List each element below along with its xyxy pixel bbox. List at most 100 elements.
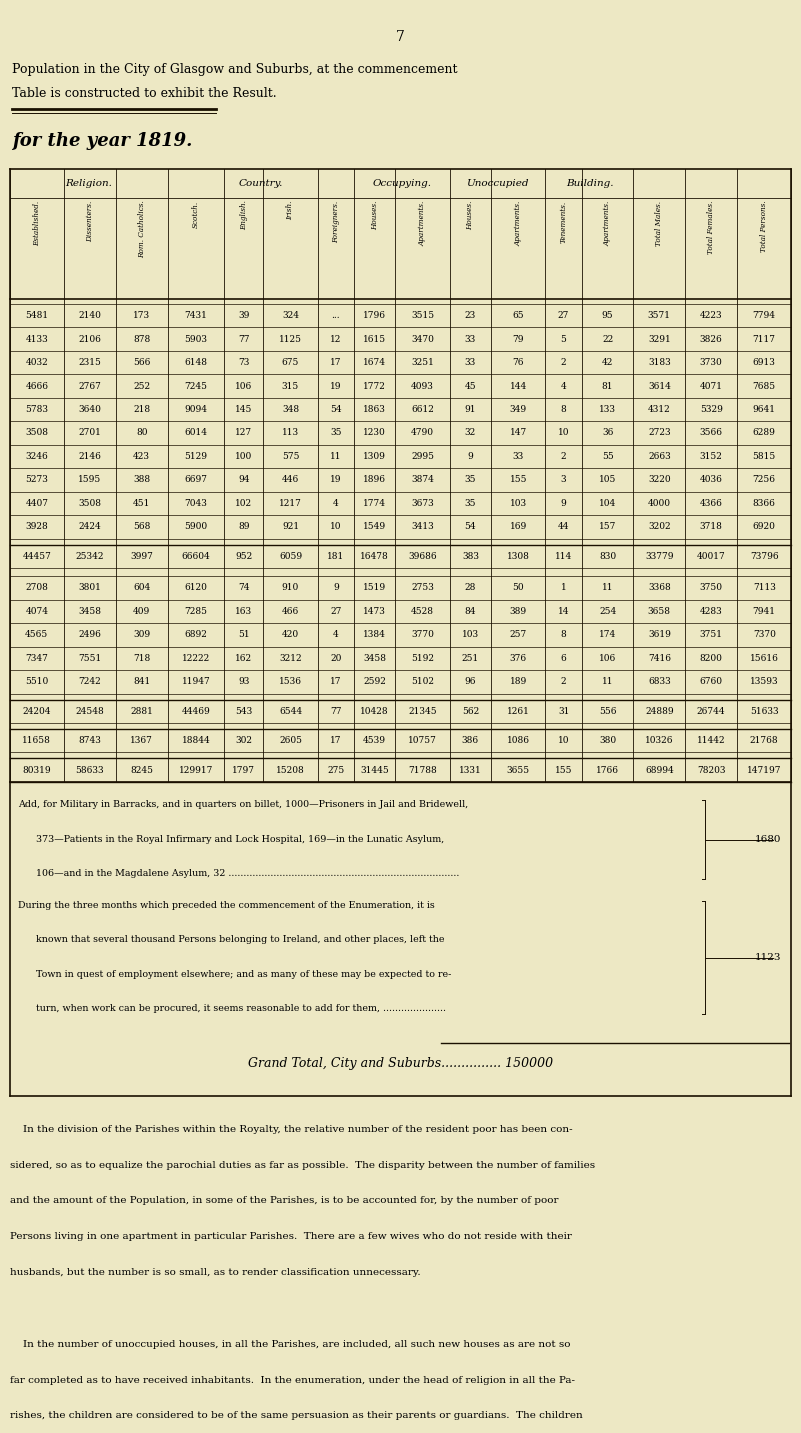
Text: 383: 383 [462,552,479,560]
Text: 6544: 6544 [279,706,302,716]
Text: turn, when work can be procured, it seems reasonable to add for them, ..........: turn, when work can be procured, it seem… [36,1005,446,1013]
Text: 8245: 8245 [130,765,153,774]
Text: 3566: 3566 [699,428,723,437]
Text: 11: 11 [602,678,614,686]
Text: 543: 543 [235,706,252,716]
Text: 113: 113 [282,428,299,437]
Text: 1086: 1086 [507,737,529,745]
Text: 921: 921 [282,523,299,532]
Text: 2605: 2605 [279,737,302,745]
Text: 5783: 5783 [26,406,48,414]
Text: 388: 388 [133,476,151,484]
Text: 3508: 3508 [78,499,102,507]
Text: 1896: 1896 [363,476,386,484]
Text: Occupying.: Occupying. [372,179,431,188]
Text: 1384: 1384 [363,631,386,639]
Text: 33: 33 [465,334,476,344]
Text: 103: 103 [509,499,527,507]
Text: 93: 93 [238,678,250,686]
Text: 3: 3 [561,476,566,484]
Text: 3658: 3658 [648,608,671,616]
Text: 39: 39 [238,311,250,320]
Text: 2663: 2663 [648,451,670,461]
Text: 147: 147 [509,428,527,437]
Text: 18844: 18844 [182,737,211,745]
Text: 3183: 3183 [648,358,670,367]
Text: 104: 104 [599,499,616,507]
Text: 84: 84 [465,608,476,616]
Text: Irish.: Irish. [287,201,295,221]
Text: 96: 96 [465,678,476,686]
Text: 409: 409 [133,608,151,616]
Text: 155: 155 [555,765,573,774]
Text: 4036: 4036 [700,476,723,484]
Text: 147197: 147197 [747,765,782,774]
Text: 32: 32 [465,428,476,437]
Text: 3751: 3751 [699,631,723,639]
Text: 3801: 3801 [78,583,101,592]
Text: 251: 251 [461,653,479,663]
Text: 2424: 2424 [78,523,101,532]
Text: Total Males.: Total Males. [655,201,663,245]
Text: 9094: 9094 [184,406,207,414]
Text: far completed as to have received inhabitants.  In the enumeration, under the he: far completed as to have received inhabi… [10,1376,574,1384]
Text: 144: 144 [509,381,527,391]
Text: 15208: 15208 [276,765,305,774]
Text: 74: 74 [238,583,250,592]
Text: 218: 218 [133,406,151,414]
Text: ...: ... [332,311,340,320]
Text: 386: 386 [462,737,479,745]
Text: 3246: 3246 [26,451,48,461]
Text: 50: 50 [513,583,524,592]
Text: 952: 952 [235,552,252,560]
Text: 54: 54 [330,406,341,414]
Text: 910: 910 [282,583,299,592]
Text: 2: 2 [561,451,566,461]
Text: 35: 35 [465,499,476,507]
Text: 174: 174 [599,631,616,639]
Text: 275: 275 [327,765,344,774]
Text: 35: 35 [330,428,341,437]
Text: 2723: 2723 [648,428,670,437]
Text: 91: 91 [465,406,476,414]
Text: 65: 65 [513,311,524,320]
Text: 3508: 3508 [26,428,48,437]
Text: 6: 6 [561,653,566,663]
Text: 5129: 5129 [184,451,207,461]
Text: 3458: 3458 [78,608,102,616]
Text: Foreigners.: Foreigners. [332,201,340,242]
Text: Tenements.: Tenements. [560,201,568,242]
Text: 5481: 5481 [25,311,48,320]
Text: 133: 133 [599,406,616,414]
Text: 2106: 2106 [78,334,101,344]
Text: 80: 80 [136,428,147,437]
Text: 5273: 5273 [26,476,48,484]
Text: 830: 830 [599,552,616,560]
Text: 26744: 26744 [697,706,726,716]
Text: 8: 8 [561,406,566,414]
Text: 841: 841 [133,678,151,686]
Text: 100: 100 [235,451,252,461]
Text: 3619: 3619 [648,631,670,639]
Text: 315: 315 [282,381,299,391]
Text: 1: 1 [561,583,566,592]
Text: 58633: 58633 [75,765,104,774]
Text: 19: 19 [330,476,341,484]
Text: 1863: 1863 [363,406,386,414]
Text: 17: 17 [330,678,341,686]
Text: 39686: 39686 [409,552,437,560]
Text: 3571: 3571 [648,311,671,320]
Text: 15616: 15616 [750,653,779,663]
Text: 28: 28 [465,583,476,592]
Text: Apartments.: Apartments. [604,201,612,246]
Text: 1766: 1766 [596,765,619,774]
Text: 254: 254 [599,608,616,616]
Text: 604: 604 [133,583,151,592]
Text: 7117: 7117 [753,334,775,344]
Text: 2: 2 [561,358,566,367]
Text: 4074: 4074 [26,608,48,616]
Text: 5510: 5510 [25,678,48,686]
Text: 5329: 5329 [700,406,723,414]
Text: Apartments.: Apartments. [514,201,522,246]
Text: 1309: 1309 [363,451,386,461]
